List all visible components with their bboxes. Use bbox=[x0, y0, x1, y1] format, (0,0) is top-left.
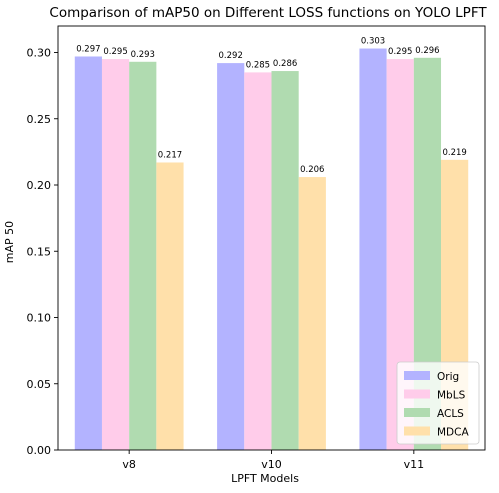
legend-swatch-mbls bbox=[404, 389, 430, 399]
bar-orig-v10 bbox=[217, 63, 245, 450]
y-tick-label-0.25: 0.25 bbox=[27, 113, 52, 126]
y-axis: 0.00 0.05 0.10 0.15 0.20 0.25 0.30 bbox=[27, 47, 58, 457]
data-label-mdca-v11: 0.219 bbox=[442, 148, 466, 158]
legend-label-mbls: MbLS bbox=[437, 390, 466, 402]
data-label-mdca-v8: 0.217 bbox=[158, 150, 182, 160]
data-label-mbls-v10: 0.285 bbox=[246, 60, 270, 70]
y-tick-label-0.10: 0.10 bbox=[27, 312, 52, 325]
x-tick-label-v10: v10 bbox=[261, 458, 282, 471]
bar-acls-v8 bbox=[129, 61, 157, 450]
bar-orig-v11 bbox=[359, 48, 387, 450]
data-label-acls-v11: 0.296 bbox=[415, 46, 439, 56]
y-tick-label-0.30: 0.30 bbox=[27, 47, 52, 60]
legend-label-mdca: MDCA bbox=[437, 427, 469, 439]
data-label-orig-v8: 0.297 bbox=[76, 44, 100, 54]
data-label-acls-v8: 0.293 bbox=[131, 50, 155, 60]
x-tick-label-v11: v11 bbox=[404, 458, 425, 471]
legend-swatch-acls bbox=[404, 408, 430, 417]
data-label-acls-v10: 0.286 bbox=[273, 59, 297, 69]
bar-mbls-v10 bbox=[244, 72, 272, 450]
data-label-orig-v11: 0.303 bbox=[361, 37, 385, 47]
bar-acls-v10 bbox=[271, 71, 299, 451]
x-axis: v8 v10 v11 bbox=[122, 450, 424, 471]
y-tick-label-0.15: 0.15 bbox=[27, 245, 52, 258]
legend-swatch-mdca bbox=[404, 426, 430, 436]
data-label-mbls-v11: 0.295 bbox=[388, 47, 412, 57]
x-tick-label-v8: v8 bbox=[122, 458, 136, 471]
legend-label-acls: ACLS bbox=[437, 408, 464, 420]
bar-mdca-v8 bbox=[156, 162, 184, 451]
chart-title: Comparison of mAP50 on Different LOSS fu… bbox=[49, 5, 487, 21]
legend-swatch-orig bbox=[404, 371, 430, 380]
legend: Orig MbLS ACLS MDCA bbox=[396, 361, 480, 445]
bar-mdca-v10 bbox=[298, 177, 326, 451]
data-label-mbls-v8: 0.295 bbox=[103, 47, 127, 57]
legend-box bbox=[396, 361, 480, 445]
x-axis-label: LPFT Models bbox=[231, 472, 299, 485]
legend-label-orig: Orig bbox=[437, 371, 459, 383]
y-tick-label-0.05: 0.05 bbox=[27, 378, 52, 391]
y-tick-label-0.00: 0.00 bbox=[27, 444, 52, 457]
bar-orig-v8 bbox=[74, 56, 102, 450]
data-label-mdca-v10: 0.206 bbox=[300, 165, 324, 175]
y-tick-label-0.20: 0.20 bbox=[27, 179, 52, 192]
bar-mbls-v8 bbox=[101, 59, 130, 450]
data-label-orig-v10: 0.292 bbox=[219, 51, 243, 61]
y-axis-label: mAP 50 bbox=[3, 221, 16, 263]
